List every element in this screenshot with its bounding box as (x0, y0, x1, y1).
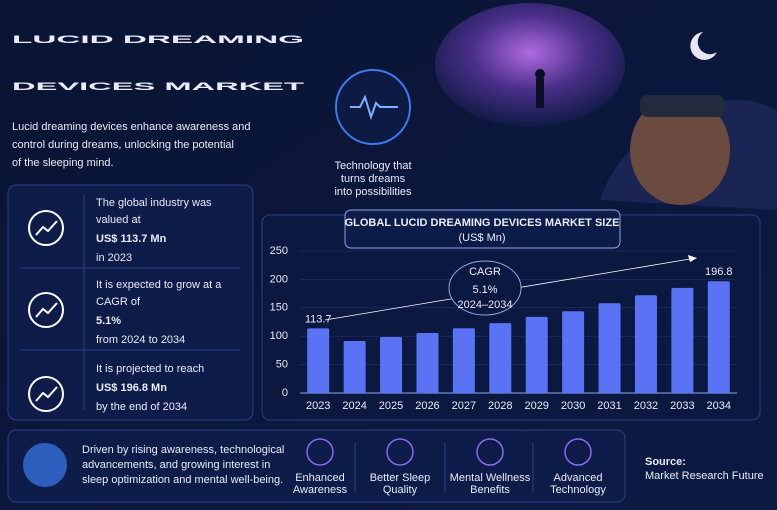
stat-text: valued at (96, 214, 141, 226)
stat-highlight: 5.1% (96, 315, 121, 327)
bar (343, 341, 366, 393)
cagr-badge (448, 260, 522, 316)
stat-text: in 2023 (96, 252, 132, 264)
stat-text: It is expected to grow at a (96, 279, 222, 291)
feature-label: Technology (550, 484, 606, 496)
cagr-period: 2024–2034 (457, 299, 512, 311)
y-tick-label: 100 (270, 330, 288, 342)
x-tick-label: 2033 (670, 400, 694, 412)
description: Lucid dreaming devices enhance awareness… (12, 121, 251, 133)
x-tick-label: 2023 (306, 400, 330, 412)
stat-icon (28, 292, 64, 328)
caption: into possibilities (334, 186, 412, 198)
footer-text: Driven by rising awareness, technologica… (82, 444, 284, 456)
moon (690, 32, 717, 60)
source-label: Source: (645, 456, 686, 468)
chart-title-box (344, 209, 621, 249)
caption: Technology that (334, 160, 411, 172)
x-tick-label: 2025 (379, 400, 403, 412)
bar (707, 281, 730, 393)
feature-icon (386, 438, 414, 466)
stat-icon-arrow (35, 220, 58, 236)
feature-label: Benefits (470, 484, 510, 496)
footer-text: advancements, and growing interest in (82, 459, 270, 471)
bar (452, 328, 475, 393)
chart-title: GLOBAL LUCID DREAMING DEVICES MARKET SIZ… (345, 217, 620, 229)
x-tick-label: 2030 (561, 400, 585, 412)
stat-highlight: US$ 113.7 Mn (96, 233, 167, 245)
stat-icon-arrow (35, 302, 58, 318)
arrow-head (688, 255, 697, 262)
y-tick-label: 200 (270, 273, 288, 285)
feature-label: Awareness (293, 484, 348, 496)
stat-text: It is projected to reach (96, 363, 204, 375)
description: of the sleeping mind. (12, 157, 114, 169)
footer-panel (7, 429, 626, 503)
feature-icon (564, 438, 592, 466)
x-tick-label: 2032 (634, 400, 658, 412)
bar (598, 303, 621, 393)
bar (562, 311, 585, 393)
bar (489, 323, 512, 393)
source: Market Research Future (645, 470, 764, 482)
caption: turns dreams (341, 173, 406, 185)
x-tick-label: 2031 (597, 400, 621, 412)
chart-subtitle: (US$ Mn) (458, 232, 505, 244)
content: LUCID DREAMING DEVICES MARKET Lucid dreami… (12, 34, 764, 496)
brain-wave (350, 94, 398, 121)
brain-badge (335, 69, 411, 145)
footer-text: sleep optimization and mental well-being… (82, 474, 283, 486)
y-tick-label: 150 (270, 302, 288, 314)
x-tick-label: 2024 (342, 400, 366, 412)
feature-icon (476, 438, 504, 466)
headband (640, 95, 725, 117)
bar (634, 295, 657, 393)
y-tick-label: 0 (282, 387, 288, 399)
stat-icon-arrow (35, 386, 58, 402)
x-tick-label: 2026 (415, 400, 439, 412)
stat-text: by the end of 2034 (96, 401, 187, 413)
dreamer-head (535, 69, 545, 79)
bar (380, 336, 403, 393)
feature-label: Mental Wellness (450, 472, 531, 484)
x-tick-label: 2034 (707, 400, 731, 412)
cagr-label: CAGR (469, 266, 501, 278)
feature-label: Enhanced (295, 472, 345, 484)
stats-panel (7, 184, 254, 421)
description: control during dreams, unlocking the pot… (12, 139, 234, 151)
data-label: 196.8 (705, 266, 733, 278)
dreamer-figure (536, 78, 544, 108)
stat-highlight: US$ 196.8 Mn (96, 382, 167, 394)
feature-label: Quality (383, 484, 418, 496)
feature-label: Better Sleep (370, 472, 431, 484)
stat-text: CAGR of (96, 296, 141, 308)
feature-label: Advanced (554, 472, 603, 484)
y-tick-label: 50 (276, 359, 288, 371)
x-tick-label: 2028 (488, 400, 512, 412)
head-icon (23, 443, 67, 487)
x-tick-label: 2029 (524, 400, 548, 412)
bar (307, 328, 330, 393)
title: LUCID DREAMING (12, 34, 304, 46)
stat-icon (28, 376, 64, 412)
y-tick-label: 250 (270, 245, 288, 257)
dream-cloud (435, 3, 625, 127)
stat-icon (28, 210, 64, 246)
bar (416, 333, 439, 393)
x-tick-label: 2027 (452, 400, 476, 412)
stat-text: The global industry was (96, 197, 212, 209)
cagr-value: 5.1% (472, 284, 497, 296)
title: DEVICES MARKET (12, 81, 305, 93)
bar (525, 316, 548, 393)
sleeper-head (630, 95, 730, 205)
feature-icon (306, 438, 334, 466)
stat-text: from 2024 to 2034 (96, 334, 185, 346)
data-label: 113.7 (305, 313, 332, 325)
bar (671, 287, 694, 393)
